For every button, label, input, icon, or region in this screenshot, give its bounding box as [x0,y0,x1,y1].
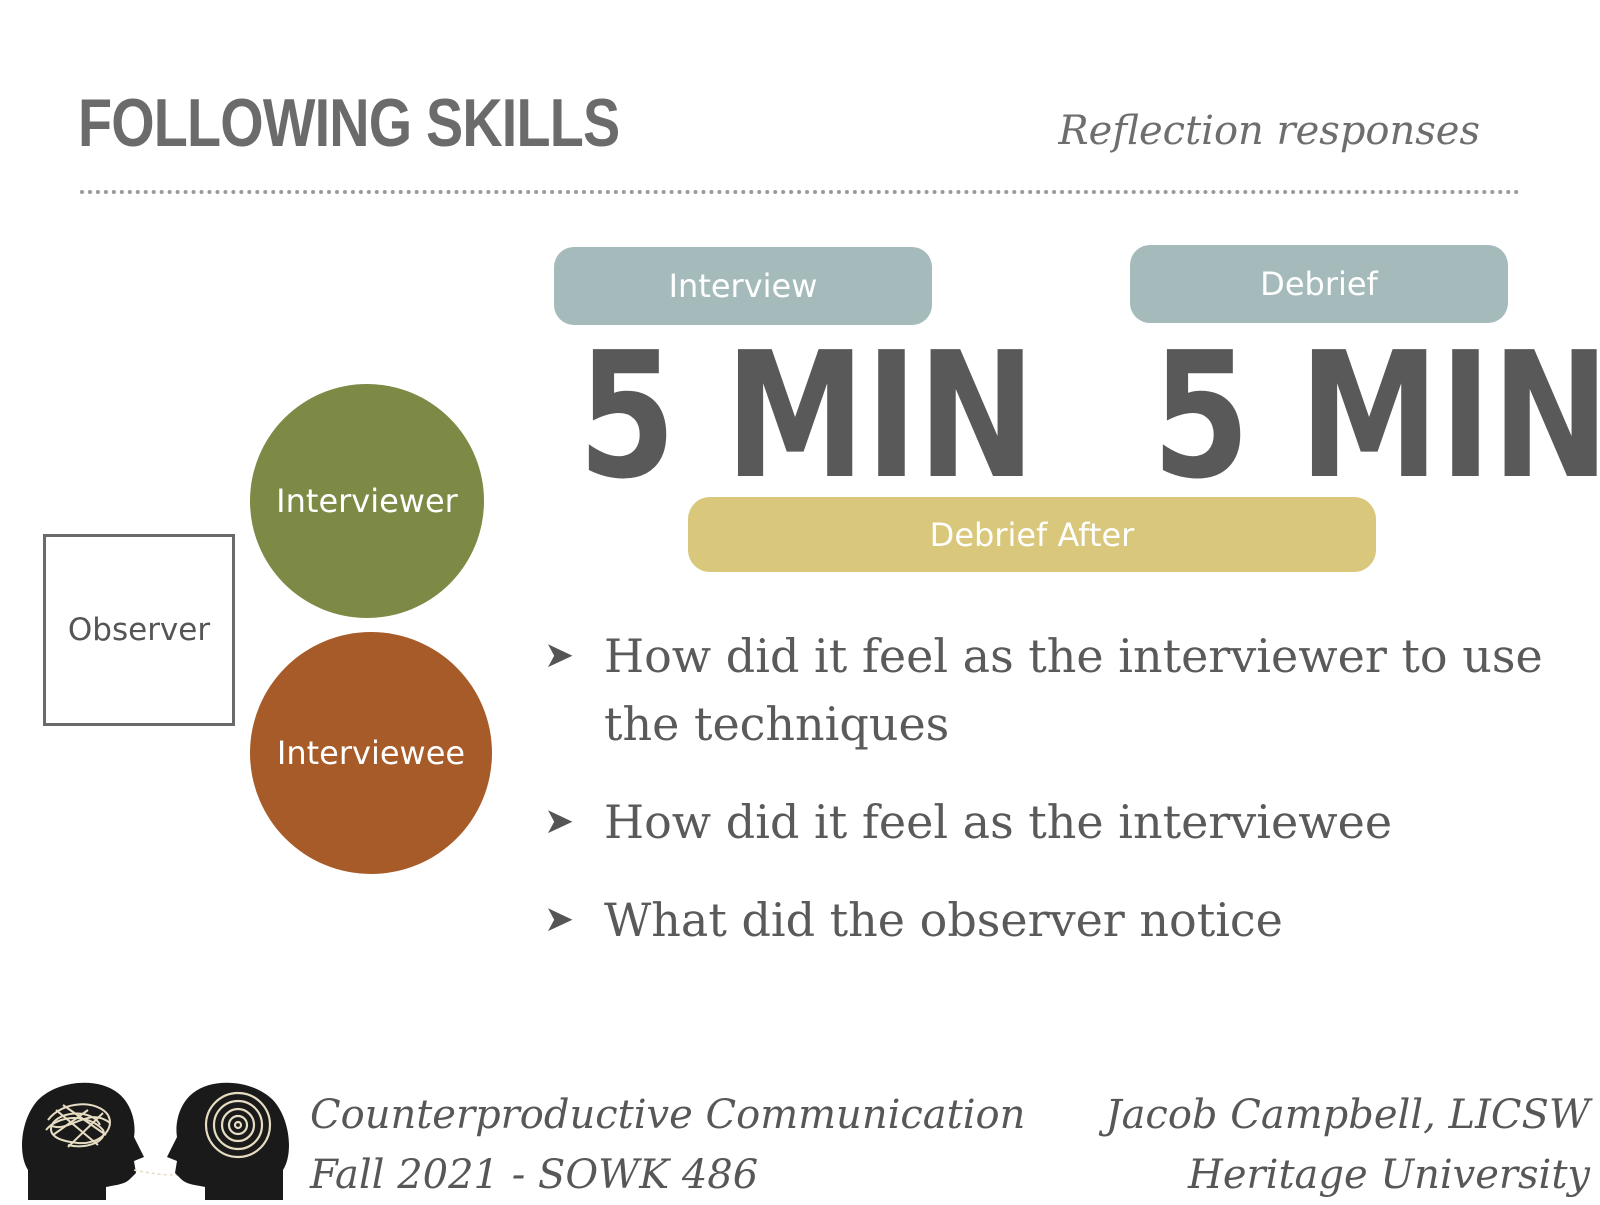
slide-subtitle: Reflection responses [1058,108,1480,154]
interviewee-label: Interviewee [276,734,466,772]
interviewee-circle: Interviewee [250,632,492,874]
bullet-text: What did the observer notice [604,893,1283,947]
debrief-after-label: Debrief After [688,497,1376,572]
reflection-questions: ➤ How did it feel as the interviewer to u… [544,622,1544,984]
interviewer-circle: Interviewer [250,384,484,618]
observer-box: Observer [43,534,235,726]
dotted-divider [80,190,1520,194]
slide-title: FOLLOWING SKILLS [78,85,620,161]
footer-term: Fall 2021 - SOWK 486 [310,1152,759,1198]
bullet-item: ➤ How did it feel as the interviewee [544,788,1544,856]
interviewer-label: Interviewer [276,482,458,520]
bullet-text: How did it feel as the interviewee [604,795,1393,849]
two-heads-logo-icon [22,1082,289,1200]
bullet-item: ➤ What did the observer notice [544,886,1544,954]
bullet-text: How did it feel as the interviewer to us… [604,629,1543,751]
footer-author: Jacob Campbell, LICSW [1105,1092,1590,1138]
arrow-bullet-icon: ➤ [544,801,575,842]
observer-label: Observer [67,612,211,648]
debrief-duration: 5 MIN [1152,315,1600,518]
footer-school: Heritage University [1187,1152,1590,1198]
interview-duration: 5 MIN [578,315,1036,518]
debrief-label: Debrief [1130,245,1508,323]
interview-label: Interview [554,247,932,325]
arrow-bullet-icon: ➤ [544,635,575,676]
bullet-item: ➤ How did it feel as the interviewer to u… [544,622,1544,758]
arrow-bullet-icon: ➤ [544,899,575,940]
footer-course: Counterproductive Communication [310,1092,1026,1138]
